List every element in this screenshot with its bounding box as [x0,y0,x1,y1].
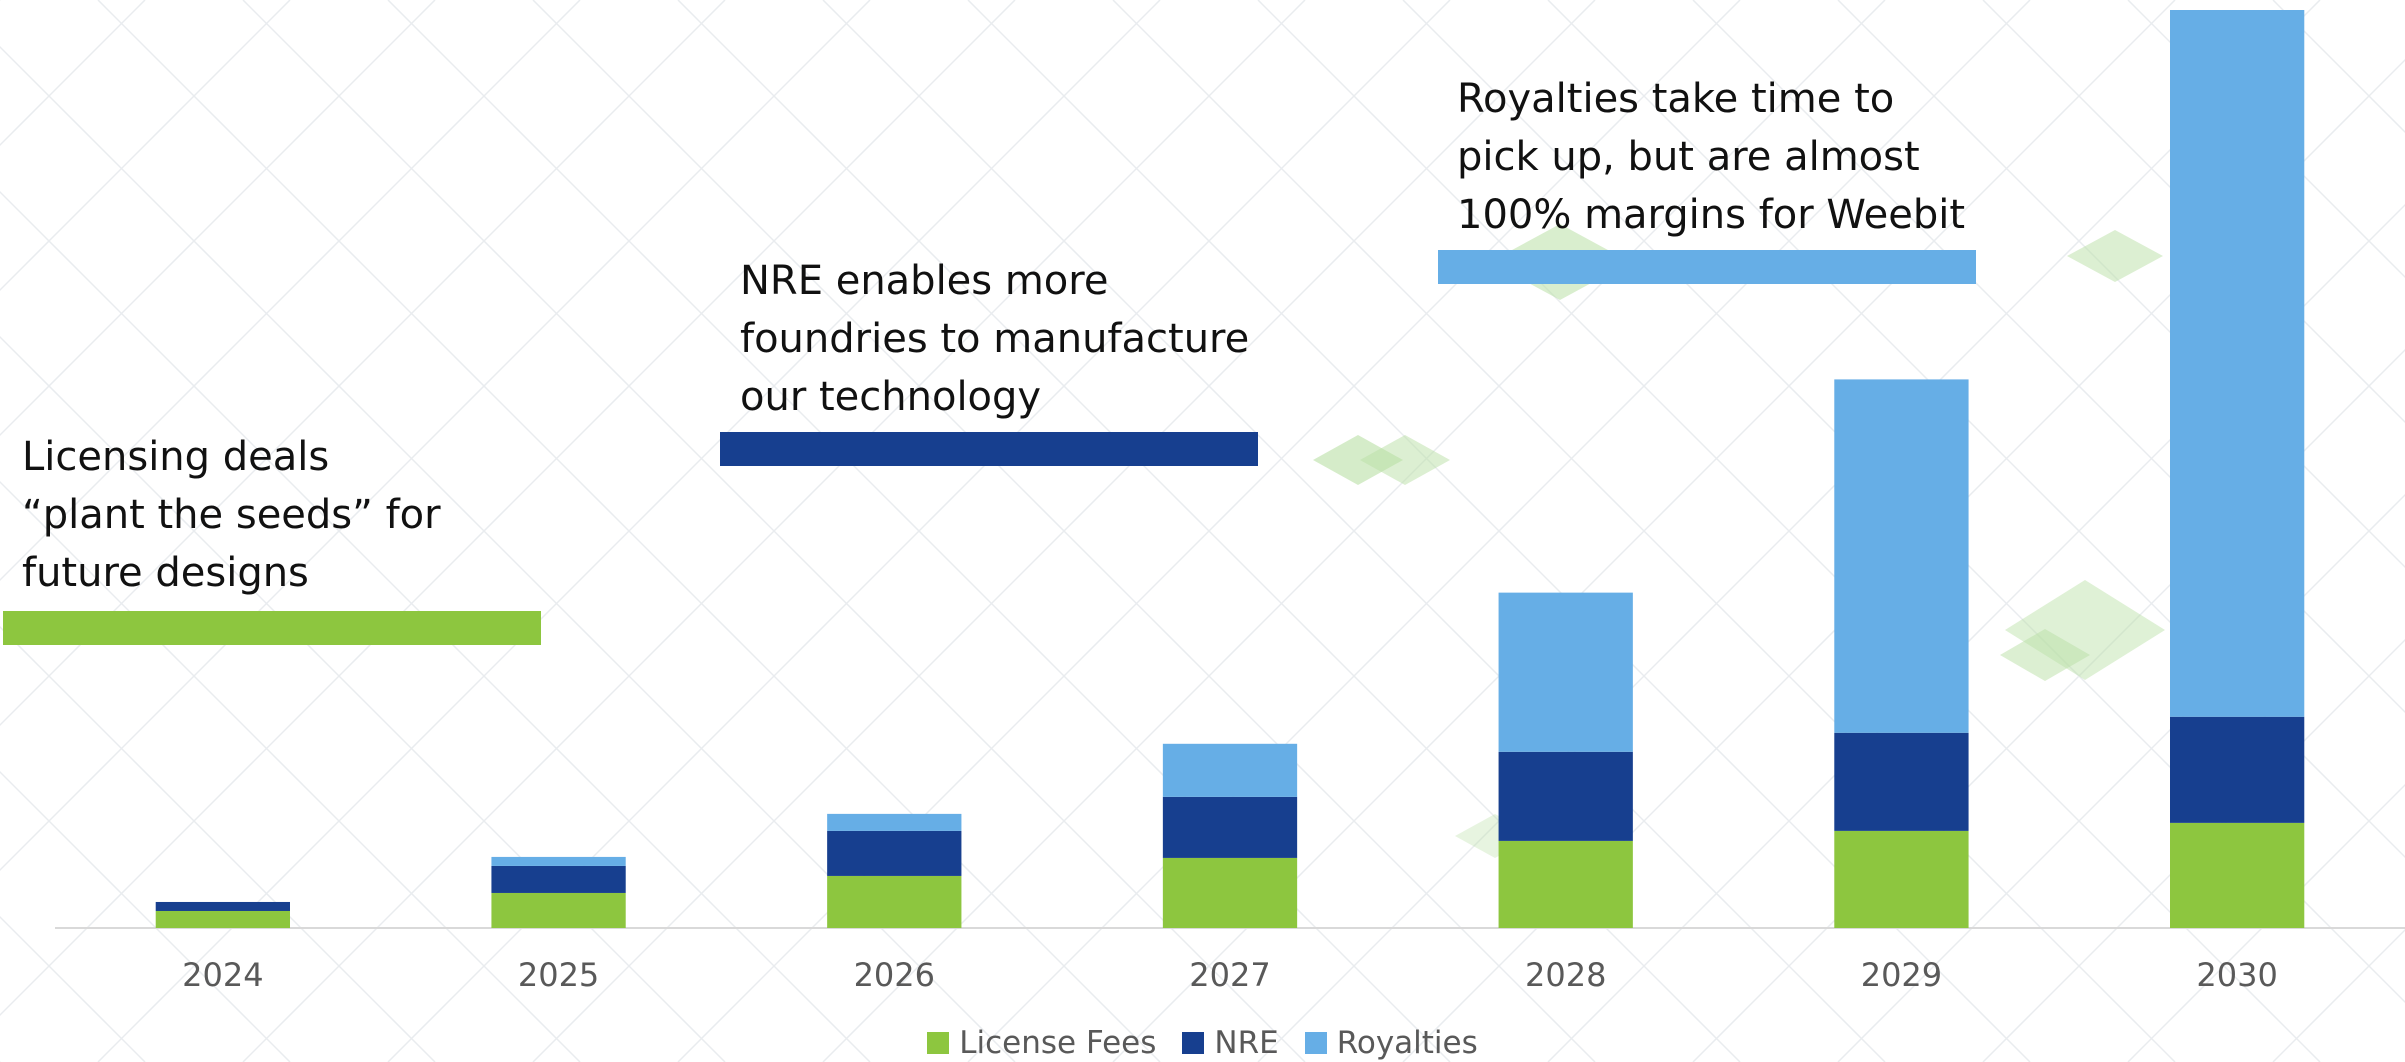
nre-callout-text: NRE enables more foundries to manufactur… [740,258,1250,420]
bar-license-fees-2028 [1498,840,1633,928]
chart-legend: License Fees NRE Royalties [0,1024,2405,1062]
nre-callout-bar [720,432,1258,466]
legend-swatch-license-fees [927,1032,950,1054]
bar-royalties-2025 [491,856,626,866]
bar-royalties-2026 [827,813,962,831]
legend-item-license-fees: License Fees [927,1025,1156,1061]
bar-royalties-2030 [2170,10,2305,717]
bar-nre-2024 [155,901,290,911]
legend-swatch-royalties [1304,1032,1327,1054]
bar-nre-2029 [1834,732,1969,831]
x-tick-label-2029: 2029 [1861,956,1942,994]
bar-nre-2026 [827,830,962,876]
legend-label-nre: NRE [1214,1025,1279,1061]
licensing-callout-bar [3,611,541,645]
legend-swatch-nre [1182,1032,1205,1054]
x-tick-label-2030: 2030 [2196,956,2277,994]
x-tick-label-2028: 2028 [1525,956,1606,994]
royalties-callout-bar [1438,250,1976,284]
legend-label-license-fees: License Fees [959,1025,1157,1061]
x-tick-label-2027: 2027 [1189,956,1270,994]
bar-license-fees-2027 [1162,857,1298,928]
bar-license-fees-2026 [827,875,962,928]
x-tick-label-2025: 2025 [518,956,599,994]
bar-license-fees-2029 [1834,830,1969,928]
legend-item-royalties: Royalties [1304,1025,1478,1061]
bar-nre-2028 [1498,751,1633,841]
x-tick-label-2026: 2026 [854,956,935,994]
bar-nre-2027 [1162,796,1298,858]
bar-royalties-2027 [1162,743,1298,797]
decorative-diamond [1313,435,1403,485]
decorative-diamond [1360,435,1450,485]
decorative-diamond [2000,629,2090,681]
bar-license-fees-2030 [2170,822,2305,928]
bar-royalties-2028 [1498,592,1633,752]
decorative-diamond [2067,230,2163,282]
bar-royalties-2029 [1834,379,1969,733]
royalties-callout-text: Royalties take time to pick up, but are … [1457,76,1966,238]
bar-nre-2030 [2170,716,2305,823]
bar-nre-2025 [491,865,626,893]
legend-label-royalties: Royalties [1336,1025,1478,1061]
licensing-callout-text: Licensing deals “plant the seeds” for fu… [22,434,441,596]
bar-license-fees-2025 [491,892,626,928]
legend-item-nre: NRE [1182,1025,1279,1061]
x-tick-label-2024: 2024 [182,956,263,994]
bar-license-fees-2024 [155,910,290,928]
